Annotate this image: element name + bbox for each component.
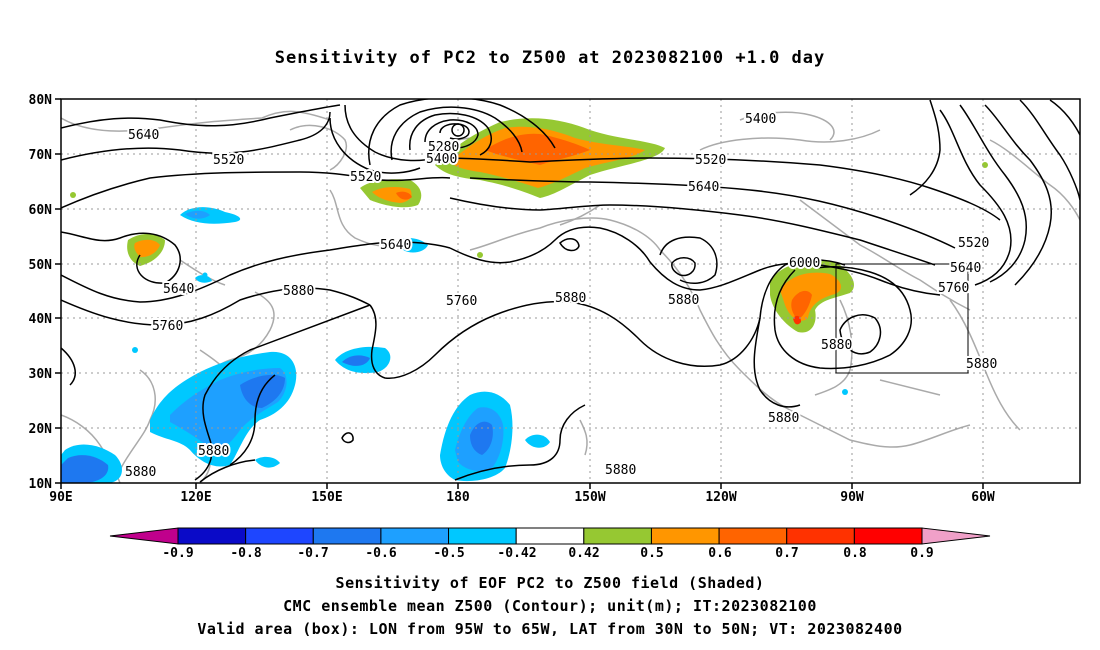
colorbar-arrow-right (921, 527, 991, 545)
lat-label: 60N (29, 203, 53, 218)
contour-label: 5520 (350, 170, 381, 185)
contour-label: 5640 (380, 238, 411, 253)
contour-label: 5520 (958, 236, 989, 251)
colorbar-label: 0.9 (910, 546, 933, 561)
contour-label: 5880 (555, 291, 586, 306)
lat-label: 70N (29, 148, 53, 163)
lon-label: 120E (180, 490, 211, 505)
lon-axis-labels: 90E 120E 150E 180 150W 120W 90W 60W (49, 490, 995, 505)
negative-sensitivity-shading (61, 207, 848, 483)
colorbar-cell (448, 527, 517, 545)
lon-label: 90E (49, 490, 72, 505)
colorbar-cell (650, 527, 720, 545)
contour-labels: 5640 5520 5520 5640 5640 5760 5280 5400 … (126, 110, 999, 480)
footer-line-3: Valid area (box): LON from 95W to 65W, L… (197, 620, 903, 638)
valid-area-box (835, 263, 969, 374)
colorbar-label: 0.6 (708, 546, 732, 561)
footer-line-2: CMC ensemble mean Z500 (Contour); unit(m… (283, 597, 817, 615)
lat-lon-grid (61, 99, 1080, 483)
contour-label-extra: 5880 (125, 465, 156, 480)
z500-contours (61, 99, 1080, 483)
positive-sensitivity-shading (70, 118, 988, 333)
lat-label: 40N (29, 312, 53, 327)
colorbar-label: -0.42 (497, 546, 536, 561)
lat-axis-labels: 80N 70N 60N 50N 40N 30N 20N 10N (29, 93, 53, 492)
colorbar-label: -0.5 (433, 546, 464, 561)
footer-line-1: Sensitivity of EOF PC2 to Z500 field (Sh… (335, 574, 765, 592)
contour-label: 5640 (950, 261, 981, 276)
contour-label: 5400 (426, 152, 457, 167)
lat-label: 20N (29, 422, 53, 437)
contour-label: 5520 (213, 153, 244, 168)
contour-label: 5880 (768, 411, 799, 426)
colorbar-label: 0.7 (775, 546, 798, 561)
contour-label: 5760 (446, 294, 477, 309)
colorbar-cell (583, 527, 652, 545)
colorbar: -0.9 -0.8 -0.7 -0.6 -0.5 -0.42 0.42 0.5 … (109, 527, 991, 561)
colorbar-cell (380, 527, 450, 545)
colorbar-label: -0.6 (365, 546, 396, 561)
colorbar-cell (853, 527, 923, 545)
axis-ticks (55, 98, 984, 489)
colorbar-cell (718, 527, 788, 545)
contour-label: 5640 (688, 180, 719, 195)
contour-label: 5760 (152, 319, 183, 334)
contour-label: 5640 (128, 128, 159, 143)
contour-label: 5880 (605, 463, 636, 478)
colorbar-cell (786, 527, 855, 545)
lon-label: 90W (840, 490, 864, 505)
contour-label: 5880 (966, 357, 997, 372)
lat-label: 80N (29, 93, 53, 108)
map-title: Sensitivity of PC2 to Z500 at 2023082100… (274, 48, 826, 68)
colorbar-cell (177, 527, 247, 545)
colorbar-label: -0.9 (162, 546, 193, 561)
lon-label: 150W (574, 490, 605, 505)
contour-label: 5880 (821, 338, 852, 353)
lat-label: 30N (29, 367, 53, 382)
lat-label: 50N (29, 258, 53, 273)
contour-label: 6000 (789, 256, 820, 271)
colorbar-cell (245, 527, 314, 545)
colorbar-label: -0.7 (297, 546, 328, 561)
colorbar-label: 0.5 (640, 546, 663, 561)
contour-label: 5880 (668, 293, 699, 308)
contour-label: 5520 (695, 153, 726, 168)
colorbar-label: 0.42 (568, 546, 599, 561)
lat-label: 10N (29, 477, 53, 492)
contour-label: 5400 (745, 112, 776, 127)
contour-label: 5280 (428, 140, 459, 155)
colorbar-label: -0.8 (230, 546, 261, 561)
colorbar-arrow-left (109, 527, 179, 545)
colorbar-cell (312, 527, 382, 545)
colorbar-labels: -0.9 -0.8 -0.7 -0.6 -0.5 -0.42 0.42 0.5 … (162, 546, 933, 561)
colorbar-cell (515, 527, 585, 545)
contour-label: 5880 (283, 284, 314, 299)
contour-label: 5880 (198, 444, 229, 459)
lon-label: 120W (705, 490, 736, 505)
contour-label: 5760 (938, 281, 969, 296)
plot-frame (60, 98, 1081, 484)
lon-label: 150E (311, 490, 342, 505)
colorbar-label: 0.8 (843, 546, 867, 561)
lon-label: 180 (446, 490, 470, 505)
contour-label: 5640 (163, 282, 194, 297)
lon-label: 60W (971, 490, 995, 505)
